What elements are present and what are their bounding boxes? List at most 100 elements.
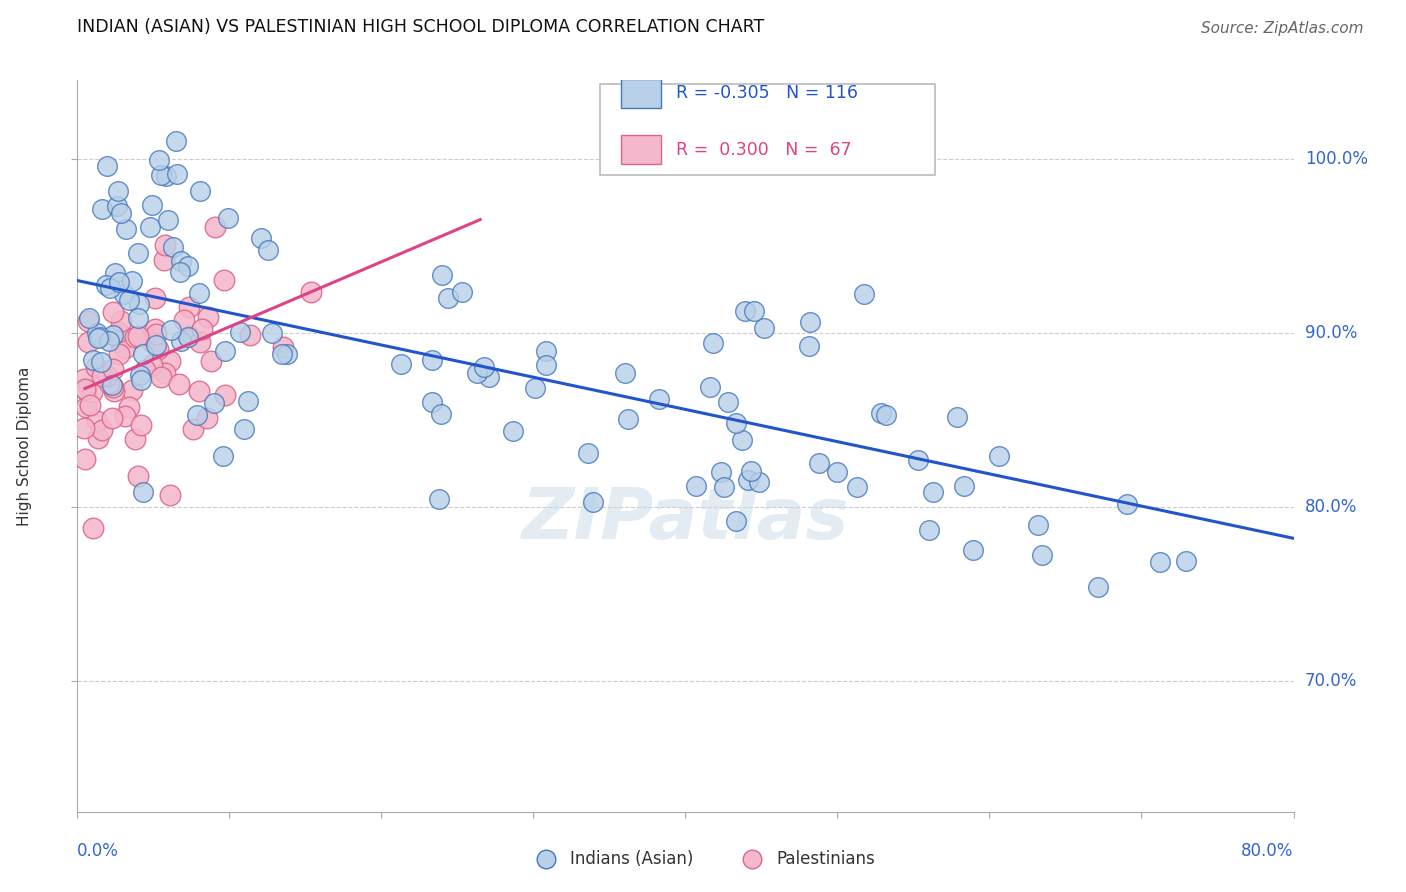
Point	[472, 359, 495, 374]
Point	[73, 452, 96, 467]
Point	[101, 411, 124, 425]
Point	[204, 220, 226, 235]
Point	[142, 335, 165, 350]
Point	[614, 366, 637, 380]
Point	[79, 311, 101, 326]
Point	[710, 465, 733, 479]
Point	[748, 475, 770, 489]
Bar	[621, 136, 661, 164]
Point	[103, 380, 125, 394]
Point	[82, 521, 104, 535]
Point	[82, 384, 104, 399]
Point	[87, 430, 110, 444]
Point	[155, 169, 177, 183]
Point	[86, 330, 108, 344]
Point	[101, 377, 124, 392]
Point	[127, 310, 149, 325]
Point	[114, 341, 136, 355]
Point	[181, 422, 204, 436]
Point	[124, 329, 146, 343]
Point	[717, 395, 740, 409]
Point	[799, 315, 821, 329]
Point	[875, 409, 897, 423]
Point	[946, 410, 969, 425]
Text: Indians (Asian): Indians (Asian)	[569, 850, 693, 868]
Point	[110, 314, 132, 328]
Point	[420, 394, 443, 409]
Text: Palestinians: Palestinians	[776, 850, 876, 868]
Point	[90, 355, 112, 369]
Point	[238, 394, 260, 409]
Point	[104, 266, 127, 280]
Point	[84, 360, 107, 375]
Point	[108, 334, 131, 349]
Point	[94, 277, 117, 292]
Point	[150, 370, 173, 384]
Point	[132, 484, 155, 499]
Point	[987, 449, 1010, 463]
Text: 100.0%: 100.0%	[1305, 150, 1368, 168]
Point	[737, 473, 759, 487]
Text: INDIAN (ASIAN) VS PALESTINIAN HIGH SCHOOL DIPLOMA CORRELATION CHART: INDIAN (ASIAN) VS PALESTINIAN HIGH SCHOO…	[77, 18, 765, 36]
Point	[430, 268, 453, 283]
Point	[103, 384, 125, 398]
Point	[141, 197, 163, 211]
Point	[724, 417, 747, 431]
Point	[115, 222, 138, 236]
Point	[228, 325, 250, 339]
Point	[582, 495, 605, 509]
Point	[907, 453, 929, 467]
Point	[170, 253, 193, 268]
Bar	[621, 78, 661, 108]
Point	[197, 411, 219, 425]
Point	[153, 238, 176, 252]
Point	[112, 286, 135, 301]
Point	[91, 423, 114, 437]
Point	[430, 407, 453, 421]
Point	[150, 168, 173, 182]
Point	[177, 330, 200, 344]
Point	[389, 357, 412, 371]
Point	[731, 433, 754, 447]
Point	[699, 380, 721, 394]
Point	[271, 340, 294, 354]
Point	[76, 335, 98, 350]
Point	[502, 424, 524, 438]
Point	[127, 245, 149, 260]
Point	[177, 260, 200, 274]
Point	[1175, 554, 1198, 568]
Point	[685, 479, 707, 493]
Text: R = -0.305   N = 116: R = -0.305 N = 116	[676, 85, 858, 103]
Point	[534, 358, 557, 372]
Point	[89, 330, 111, 344]
Point	[125, 330, 148, 344]
Point	[167, 377, 190, 392]
Point	[153, 366, 176, 380]
Point	[72, 420, 94, 434]
Point	[75, 400, 97, 414]
Point	[238, 328, 260, 343]
Point	[110, 206, 132, 220]
Point	[478, 369, 501, 384]
Point	[96, 159, 118, 173]
Point	[162, 239, 184, 253]
Point	[129, 417, 152, 432]
Point	[160, 322, 183, 336]
Point	[249, 231, 271, 245]
Point	[82, 352, 104, 367]
Point	[217, 211, 239, 226]
Point	[648, 392, 671, 406]
Point	[451, 285, 474, 300]
Text: High School Diploma: High School Diploma	[17, 367, 32, 525]
Point	[740, 464, 762, 478]
Point	[186, 408, 208, 422]
Point	[124, 432, 146, 446]
Point	[276, 347, 298, 361]
Point	[107, 325, 129, 339]
Point	[962, 542, 984, 557]
Point	[159, 354, 181, 368]
Point	[188, 184, 211, 198]
Point	[129, 373, 152, 387]
Point	[191, 322, 214, 336]
Point	[270, 347, 292, 361]
